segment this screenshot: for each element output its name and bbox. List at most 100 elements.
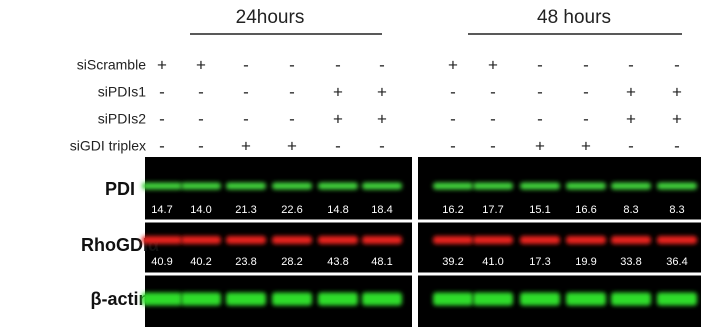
band [272,293,312,306]
sign: - [628,136,634,155]
sign: - [159,82,165,101]
quantification: 14.7 [151,204,172,216]
quantification: 28.2 [281,256,302,268]
band [657,236,697,244]
quantification: 33.8 [620,256,641,268]
band [318,293,358,306]
treatment-label: siPDIs2 [98,111,146,127]
sign: - [674,136,680,155]
sign: + [488,55,498,74]
quantification: 8.3 [623,204,638,216]
header-left: 24hours [236,7,305,28]
quantification: 40.9 [151,256,172,268]
sign: - [674,55,680,74]
band [611,293,651,306]
figure: 24hours 48 hours siScramble++----++----s… [0,0,701,330]
quantification: 22.6 [281,204,302,216]
quantification: 16.6 [575,204,596,216]
sign: - [537,55,543,74]
sign: - [159,109,165,128]
band [433,183,473,190]
band [181,293,221,306]
band [318,183,358,190]
band [362,183,402,190]
band [566,183,606,190]
band [657,183,697,190]
band [362,236,402,244]
treatment-label: siScramble [77,57,146,73]
band [181,236,221,244]
quantification: 19.9 [575,256,596,268]
sign: - [450,109,456,128]
band [657,293,697,306]
quantification: 40.2 [190,256,211,268]
sign: + [377,109,387,128]
blot-label: β-actin [91,289,150,309]
band [272,183,312,190]
sign: + [672,109,682,128]
sign: - [335,55,341,74]
quantification: 21.3 [235,204,256,216]
sign: + [333,82,343,101]
band [611,183,651,190]
sign: - [628,55,634,74]
sign: + [333,109,343,128]
quantification: 39.2 [442,256,463,268]
sign: - [490,136,496,155]
sign: - [243,82,249,101]
quantification: 48.1 [371,256,392,268]
quantification: 8.3 [669,204,684,216]
quantification: 14.0 [190,204,211,216]
sign: - [450,136,456,155]
quantification: 17.7 [482,204,503,216]
treatment-label: siGDI triplex [70,138,146,154]
quantification: 17.3 [529,256,550,268]
band [433,293,473,306]
sign: - [243,109,249,128]
sign: - [159,136,165,155]
sign: + [448,55,458,74]
quantification: 18.4 [371,204,392,216]
band [473,236,513,244]
band [226,236,266,244]
quantification: 43.8 [327,256,348,268]
band [142,293,182,306]
band [142,183,182,190]
sign: - [289,55,295,74]
quantification: 16.2 [442,204,463,216]
band [473,293,513,306]
sign: + [581,136,591,155]
sign: - [379,136,385,155]
sign: + [377,82,387,101]
band [520,183,560,190]
band [362,293,402,306]
sign: - [335,136,341,155]
sign: + [626,109,636,128]
sign: - [450,82,456,101]
band [318,236,358,244]
sign: + [287,136,297,155]
sign: - [289,109,295,128]
quantification: 41.0 [482,256,503,268]
sign: - [537,82,543,101]
sign: - [379,55,385,74]
band [226,293,266,306]
sign: - [198,82,204,101]
band [611,236,651,244]
sign: - [198,109,204,128]
band [566,293,606,306]
band [473,183,513,190]
treatment-label: siPDIs1 [98,84,146,100]
quantification: 14.8 [327,204,348,216]
band [142,236,182,244]
sign: - [198,136,204,155]
band [226,183,266,190]
sign: + [196,55,206,74]
sign: - [289,82,295,101]
band [520,293,560,306]
sign: - [243,55,249,74]
sign: + [535,136,545,155]
sign: + [157,55,167,74]
quantification: 23.8 [235,256,256,268]
sign: + [672,82,682,101]
